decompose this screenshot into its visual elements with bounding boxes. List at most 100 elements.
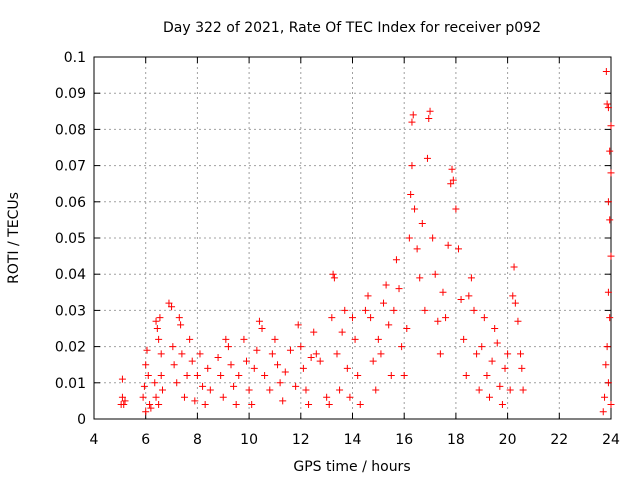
data-point xyxy=(606,314,614,322)
y-tick-label: 0.06 xyxy=(55,195,86,211)
y-axis-label: ROTI / TECUs xyxy=(6,192,22,284)
data-point xyxy=(411,205,419,213)
data-point xyxy=(369,357,377,365)
data-point xyxy=(235,372,243,380)
data-point xyxy=(434,317,442,325)
data-point xyxy=(448,165,456,173)
y-tick-label: 0.02 xyxy=(55,340,86,356)
data-point xyxy=(312,350,320,358)
data-point xyxy=(425,115,433,123)
data-point xyxy=(268,350,276,358)
x-tick-label: 24 xyxy=(602,432,620,448)
data-point xyxy=(382,281,390,289)
data-point xyxy=(325,401,333,409)
data-point xyxy=(118,375,126,383)
data-point xyxy=(183,372,191,380)
y-tick-label: 0.01 xyxy=(55,376,86,392)
data-point xyxy=(253,346,261,354)
data-point xyxy=(607,401,615,409)
x-axis-label: GPS time / hours xyxy=(293,459,410,475)
data-point xyxy=(191,397,199,405)
data-point xyxy=(457,296,465,304)
data-point xyxy=(467,274,475,282)
data-point xyxy=(328,314,336,322)
data-point xyxy=(323,393,331,401)
data-point xyxy=(483,372,491,380)
x-tick-label: 18 xyxy=(447,432,465,448)
data-point xyxy=(255,317,263,325)
data-point xyxy=(143,346,151,354)
data-point xyxy=(509,292,517,300)
data-point xyxy=(180,393,188,401)
data-point xyxy=(416,274,424,282)
data-point xyxy=(250,364,258,372)
data-point xyxy=(385,321,393,329)
y-tick-label: 0.08 xyxy=(55,122,86,138)
data-point xyxy=(486,393,494,401)
data-point xyxy=(336,386,344,394)
data-point xyxy=(421,306,429,314)
data-point xyxy=(258,325,266,332)
data-point xyxy=(462,372,470,380)
data-point xyxy=(232,401,240,409)
data-point xyxy=(475,386,483,394)
data-point xyxy=(329,270,337,278)
data-point xyxy=(152,393,160,401)
data-point xyxy=(473,350,481,358)
y-tick-label: 0 xyxy=(77,412,86,428)
data-point xyxy=(292,382,300,390)
data-point xyxy=(294,321,302,329)
x-tick-label: 16 xyxy=(395,432,413,448)
data-points xyxy=(117,67,615,416)
data-point xyxy=(219,393,227,401)
data-point xyxy=(156,314,164,322)
data-point xyxy=(607,169,615,177)
data-point xyxy=(333,350,341,358)
data-point xyxy=(117,401,125,409)
data-point xyxy=(354,372,362,380)
data-point xyxy=(144,372,152,380)
data-point xyxy=(519,386,527,394)
data-point xyxy=(504,350,512,358)
data-point xyxy=(405,234,413,242)
data-point xyxy=(603,343,611,351)
data-point xyxy=(178,350,186,358)
data-point xyxy=(169,343,177,351)
data-point xyxy=(118,393,126,401)
y-tick-label: 0.07 xyxy=(55,159,86,175)
x-tick-label: 6 xyxy=(141,432,150,448)
data-point xyxy=(286,346,294,354)
data-point xyxy=(227,361,235,369)
data-point xyxy=(603,100,611,108)
data-point xyxy=(266,386,274,394)
data-point xyxy=(204,364,212,372)
data-point xyxy=(480,314,488,322)
data-point xyxy=(155,401,163,409)
data-point xyxy=(460,335,468,343)
data-point xyxy=(338,328,346,336)
data-point xyxy=(153,325,161,332)
data-point xyxy=(493,339,501,347)
data-point xyxy=(152,317,160,325)
data-point xyxy=(343,364,351,372)
data-point xyxy=(606,147,614,155)
data-point xyxy=(606,216,614,224)
data-point xyxy=(349,314,356,322)
data-point xyxy=(302,386,310,394)
data-point xyxy=(151,379,159,387)
data-point xyxy=(599,408,607,416)
data-point xyxy=(607,252,615,260)
data-point xyxy=(173,379,181,387)
data-point xyxy=(147,404,155,412)
data-point xyxy=(224,343,232,351)
data-point xyxy=(408,118,416,126)
data-point xyxy=(604,379,612,387)
data-point xyxy=(341,306,349,314)
x-tick-label: 4 xyxy=(90,432,99,448)
data-point xyxy=(465,292,473,300)
data-point xyxy=(305,401,313,409)
data-point xyxy=(121,397,129,405)
data-point xyxy=(604,198,612,206)
y-tick-label: 0.04 xyxy=(55,267,86,283)
